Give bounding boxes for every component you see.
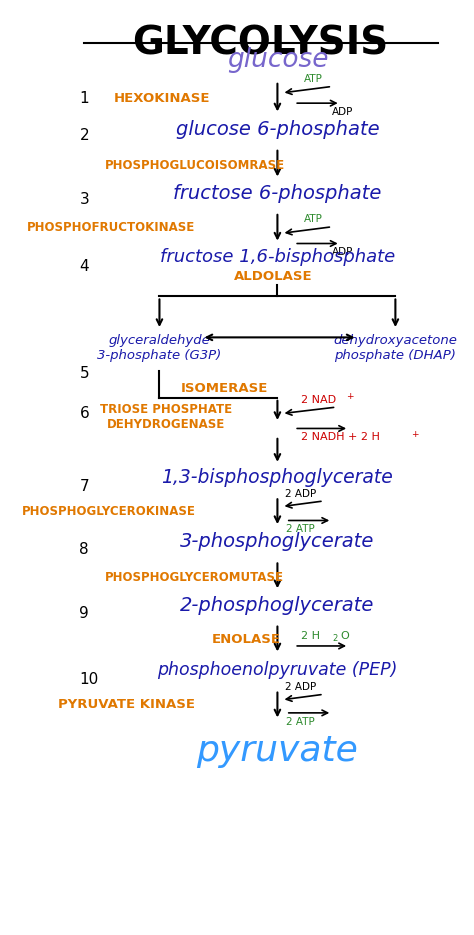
Text: phosphoenolpyruvate (PEP): phosphoenolpyruvate (PEP)	[157, 661, 398, 679]
Text: 2 ATP: 2 ATP	[286, 717, 315, 727]
Text: 2 ADP: 2 ADP	[285, 489, 316, 499]
Text: 6: 6	[80, 406, 89, 421]
Text: 9: 9	[80, 606, 89, 621]
Text: pyruvate: pyruvate	[197, 734, 358, 768]
Text: 2 ATP: 2 ATP	[286, 524, 315, 534]
Text: 8: 8	[80, 541, 89, 556]
Text: 2 H: 2 H	[301, 631, 319, 640]
Text: 2: 2	[332, 634, 337, 643]
Text: 4: 4	[80, 259, 89, 274]
Text: +: +	[411, 429, 419, 439]
Text: 7: 7	[80, 479, 89, 494]
Text: 2 NADH + 2 H: 2 NADH + 2 H	[301, 432, 380, 442]
Text: O: O	[341, 631, 349, 640]
Text: ATP: ATP	[304, 214, 323, 224]
Text: 1: 1	[80, 91, 89, 106]
Text: fructose 6-phosphate: fructose 6-phosphate	[173, 184, 382, 203]
Text: +: +	[346, 393, 354, 401]
Text: ADP: ADP	[332, 107, 354, 117]
Text: PHOSPHOGLUCOISOMRASE: PHOSPHOGLUCOISOMRASE	[105, 159, 285, 172]
Text: 2: 2	[80, 128, 89, 143]
Text: glyceraldehyde
3-phosphate (G3P): glyceraldehyde 3-phosphate (G3P)	[97, 334, 221, 362]
Text: ISOMERASE: ISOMERASE	[181, 382, 268, 395]
Text: GLYCOLYSIS: GLYCOLYSIS	[132, 24, 389, 62]
Text: glucose: glucose	[227, 48, 328, 74]
Text: 3: 3	[80, 193, 89, 208]
Text: PHOSPHOFRUCTOKINASE: PHOSPHOFRUCTOKINASE	[27, 222, 195, 234]
Text: 5: 5	[80, 367, 89, 381]
Text: glucose 6-phosphate: glucose 6-phosphate	[175, 120, 379, 138]
Text: dehydroxyacetone
phosphate (DHAP): dehydroxyacetone phosphate (DHAP)	[333, 334, 457, 362]
Text: 2-phosphoglycerate: 2-phosphoglycerate	[180, 596, 374, 614]
Text: 3-phosphoglycerate: 3-phosphoglycerate	[180, 532, 374, 552]
Text: 2 NAD: 2 NAD	[301, 395, 336, 405]
Text: PYRUVATE KINASE: PYRUVATE KINASE	[58, 698, 195, 711]
Text: PHOSPHOGLYCEROMUTASE: PHOSPHOGLYCEROMUTASE	[105, 570, 283, 583]
Text: TRIOSE PHOSPHATE
DEHYDROGENASE: TRIOSE PHOSPHATE DEHYDROGENASE	[100, 403, 232, 431]
Text: 2 ADP: 2 ADP	[285, 682, 316, 692]
Text: ADP: ADP	[332, 247, 354, 257]
Text: 1,3-bisphosphoglycerate: 1,3-bisphosphoglycerate	[162, 468, 393, 487]
Text: ATP: ATP	[304, 74, 323, 84]
Text: PHOSPHOGLYCEROKINASE: PHOSPHOGLYCEROKINASE	[21, 505, 195, 518]
Text: 10: 10	[80, 672, 99, 687]
Text: ALDOLASE: ALDOLASE	[234, 270, 312, 283]
Text: ENOLASE: ENOLASE	[211, 633, 280, 646]
Text: HEXOKINASE: HEXOKINASE	[113, 92, 210, 105]
Text: fructose 1,6-bisphosphate: fructose 1,6-bisphosphate	[160, 249, 395, 266]
